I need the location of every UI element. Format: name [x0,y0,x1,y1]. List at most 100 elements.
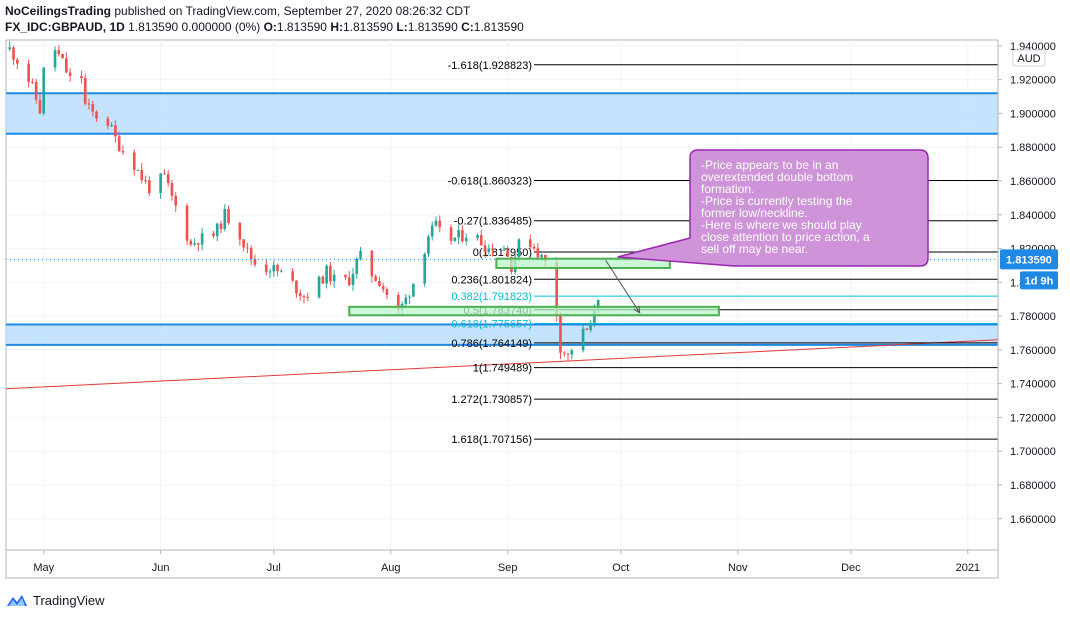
candle-up [110,125,113,127]
countdown-label: 1d 9h [1025,275,1054,287]
symbol-label: FX_IDC:GBPAUD, 1D [5,20,125,34]
fib-level-label: -0.618(1.860323) [448,175,532,187]
candle-up [517,239,521,258]
callout-text-line: sell off may be near. [701,242,808,256]
candle-down [144,180,147,182]
time-tick-label: Oct [612,562,629,574]
tradingview-brand[interactable]: TradingView [33,592,105,608]
candle-down [246,247,249,249]
candle-down [87,103,91,105]
time-tick-label: 2021 [956,562,980,574]
candle-down [438,220,442,228]
time-axis[interactable]: May Jun Jul Aug Sep Oct Nov Dec 2021 [33,550,980,574]
candle-down [61,53,64,59]
price-tick-label: 1.900000 [1010,108,1056,120]
candle-up [136,169,140,171]
candle-down [91,104,95,112]
candle-down [491,248,494,251]
time-tick-label: Jul [267,562,281,574]
candle-down [132,152,136,170]
highlight-rectangles [348,257,720,317]
author-name[interactable]: NoCeilingsTrading [5,4,112,18]
candle-down [298,293,302,297]
price-tick-label: 1.880000 [1010,142,1056,154]
time-tick-label: Aug [381,562,401,574]
candle-down [166,173,170,184]
time-tick-label: Dec [841,562,861,574]
tradingview-logo-icon[interactable] [6,593,28,607]
candle-down [479,234,483,246]
time-tick-label: Jun [152,562,170,574]
fib-level-label: 1(1.749489) [473,363,532,375]
candle-up [453,237,457,241]
candle-down [449,227,453,241]
candle-up [8,47,12,50]
candle-down [140,169,144,181]
candle-down [174,195,178,206]
callout-text-line: -Price appears to be in an [701,158,838,172]
candle-up [464,237,468,242]
footer: TradingView [6,592,105,608]
currency-badge[interactable]: AUD [1012,49,1046,67]
candle-up [317,276,321,298]
candle-down [559,315,562,353]
candle-up [200,233,204,245]
ohlc-line: FX_IDC:GBPAUD, 1D 1.813590 0.000000 (0%)… [5,19,524,35]
chart-header: NoCeilingsTrading published on TradingVi… [5,3,524,35]
fib-level-label: 0.382(1.791823) [451,291,532,303]
price-tick-label: 1.780000 [1010,311,1056,323]
candle-up [159,173,162,194]
candle-up [332,274,336,282]
countdown-box [1020,271,1058,290]
candle-down [302,296,306,298]
candle-up [570,350,574,355]
candle-up [325,265,328,284]
candle-down [347,277,351,286]
candle-down [38,99,42,114]
support-rectangle [495,257,671,269]
price-tick-label: 1.840000 [1010,210,1056,222]
candle-down [121,150,125,153]
candle-up [42,67,46,114]
candle-down [238,222,242,240]
candle-down [57,50,61,54]
price-tick-label: 1.660000 [1010,514,1056,526]
candle-down [27,63,30,82]
candle-down [385,289,389,296]
publish-info: published on TradingView.com, September … [111,4,471,18]
price-tick-label: 1.720000 [1010,412,1056,424]
candle-up [280,271,283,273]
callout-text-line: -Price is currently testing the [701,194,853,208]
callout-text-line: close attention to price action, a [701,230,870,244]
price-tick-label: 1.760000 [1010,345,1056,357]
open-value: 1.813590 [276,20,331,34]
candle-down [114,125,117,137]
callout-box [617,149,929,267]
candle-up [427,236,430,254]
candle-down [396,295,400,310]
time-tick-label: Nov [728,562,748,574]
rising-trendline [6,339,998,390]
candle-up [476,234,479,238]
candle-up [430,225,434,237]
candle-down [15,59,19,64]
candle-down [95,111,98,119]
candle-down [34,82,38,100]
candle-down [242,239,245,248]
candle-up [351,273,355,286]
low-label: L: [396,20,408,34]
candle-up [272,264,276,272]
candle-up [215,223,219,237]
low-value: 1.813590 [407,20,462,34]
candle-down [212,233,215,237]
time-tick-label: May [33,562,54,574]
candle-up [404,297,408,305]
price-tick-label: 1.920000 [1010,75,1056,87]
price-tick-label: 1.680000 [1010,480,1056,492]
zone-fill [6,324,998,345]
price-tag-label: 1.813590 [1006,254,1052,266]
candle-up [596,300,600,311]
fibonacci-extension: -1.618(1.928823) -0.618(1.860323) -0.27(1.… [448,60,998,446]
